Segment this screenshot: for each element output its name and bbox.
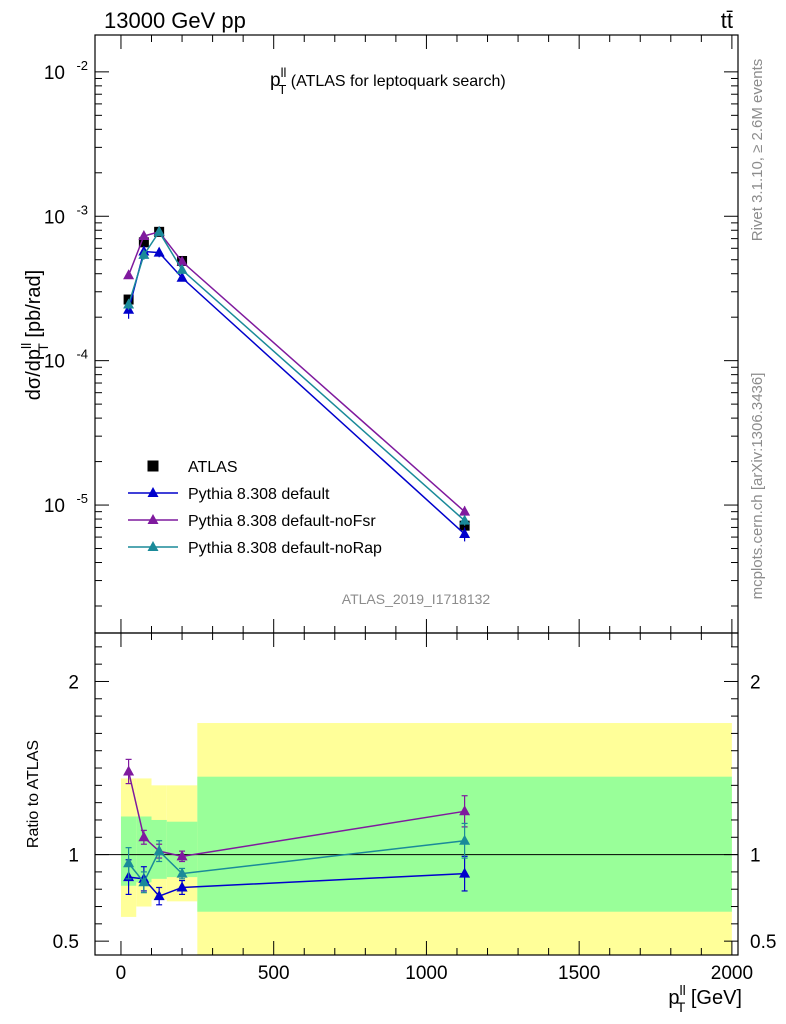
ratio-marker: [138, 831, 150, 842]
triangle-marker: [459, 514, 471, 525]
ratio-marker: [138, 876, 150, 887]
header-left: 13000 GeV pp: [104, 8, 246, 33]
mcplots-label: mcplots.cern.ch [arXiv:1306.3436]: [749, 373, 766, 600]
legend-marker-data: [147, 460, 159, 472]
watermark: ATLAS_2019_I1718132: [342, 591, 491, 607]
lower-ytick-label: 1: [68, 846, 79, 867]
triangle-marker: [459, 505, 471, 516]
ratio-marker: [459, 834, 471, 845]
lower-uncertainty-bands: [120, 723, 732, 955]
triangle-marker: [153, 246, 165, 257]
upper-axes: 10 -2 10 -3 10 -4 10 -5: [44, 34, 739, 634]
legend-marker-noFsr: [147, 514, 159, 524]
band-inner: [136, 816, 152, 883]
series-noRap: [123, 225, 471, 526]
lower-ytick-label: 2: [68, 672, 79, 693]
plot-title-sub: T: [278, 82, 286, 97]
lower-frame: [94, 632, 739, 956]
triangle-marker: [138, 248, 150, 259]
upper-series-layer: [123, 225, 471, 542]
upper-ytick-exp: -2: [76, 58, 88, 73]
upper-ytick-label: 10: [44, 207, 65, 228]
upper-ytick-label: 10: [44, 352, 65, 373]
legend-label-noFsr: Pythia 8.308 default-noFsr: [188, 513, 376, 530]
ratio-marker: [459, 867, 471, 878]
triangle-marker: [459, 528, 471, 539]
xtick-label: 1000: [405, 963, 447, 984]
ratio-marker: [123, 857, 135, 868]
lower-axes: 0.5 0.5 1 1 2 2 0 500 1000 1500 2000: [53, 632, 776, 984]
upper-ytick-exp: -4: [76, 347, 88, 362]
lower-ytick-label-right: 0.5: [750, 932, 776, 953]
ratio-marker: [176, 850, 188, 861]
upper-ylabel: dσ/dpllT [pb/rad]: [18, 270, 51, 400]
lower-ylabel: Ratio to ATLAS: [25, 740, 42, 848]
xlabel: pll T [GeV]: [668, 982, 742, 1015]
lower-series-layer: [123, 758, 471, 906]
xtick-label: 2000: [711, 963, 753, 984]
xtick-label: 0: [116, 963, 127, 984]
ratio-marker: [176, 881, 188, 892]
upper-ytick-exp: -5: [76, 491, 88, 506]
xtick-label: 500: [258, 963, 290, 984]
lower-ytick-label-right: 1: [750, 846, 761, 867]
ratio-marker: [153, 890, 165, 901]
lower-ytick-label-right: 2: [750, 672, 761, 693]
upper-ytick-exp: -3: [76, 202, 88, 217]
ratio-marker: [459, 805, 471, 816]
legend-marker-noRap: [147, 541, 159, 551]
legend-label-noRap: Pythia 8.308 default-noRap: [188, 540, 382, 557]
plot-title-main: p: [270, 70, 281, 91]
plot-title-rest: (ATLAS for leptoquark search): [286, 73, 505, 90]
ratio-noRap: [123, 822, 471, 894]
triangle-marker: [176, 271, 188, 282]
legend-label-default: Pythia 8.308 default: [188, 486, 330, 503]
ratio-marker: [176, 867, 188, 878]
legend-marker-default: [147, 487, 159, 497]
plot-title: pll T (ATLAS for leptoquark search): [270, 65, 506, 97]
legend-label-data: ATLAS: [188, 459, 238, 476]
ratio-marker: [123, 765, 135, 776]
legend: ATLAS Pythia 8.308 default Pythia 8.308 de…: [128, 459, 382, 557]
ratio-marker: [153, 845, 165, 856]
header-right: tt̄: [721, 8, 733, 33]
triangle-marker: [123, 298, 135, 309]
triangle-marker: [123, 269, 135, 280]
xtick-label: 1500: [558, 963, 600, 984]
svg-text:dσ/dpllT [pb/rad]: dσ/dpllT [pb/rad]: [18, 270, 51, 400]
lower-ytick-label: 0.5: [53, 932, 79, 953]
triangle-marker: [138, 229, 150, 240]
triangle-marker: [176, 255, 188, 266]
triangle-marker: [176, 263, 188, 274]
upper-ytick-label: 10: [44, 63, 65, 84]
data-point: [138, 237, 149, 248]
upper-ytick-label: 10: [44, 496, 65, 517]
triangle-marker: [153, 225, 165, 236]
rivet-label: Rivet 3.1.10, ≥ 2.6M events: [749, 59, 766, 242]
plot-title-sup: ll: [281, 65, 287, 80]
